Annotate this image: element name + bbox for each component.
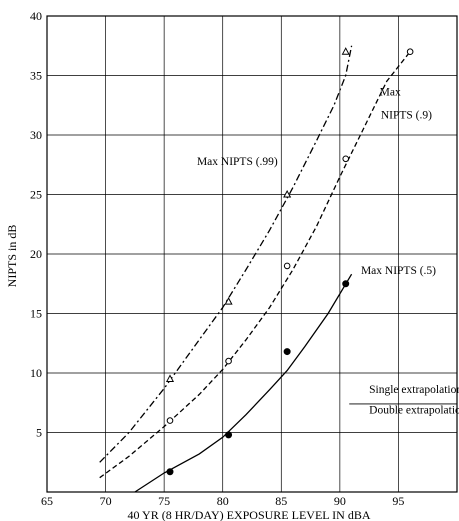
y-axis-title: NIPTS in dB (5, 225, 19, 288)
y-tick-label: 10 (30, 366, 42, 380)
series-line (99, 51, 411, 479)
annotation-label: Max (380, 87, 401, 99)
data-point (342, 280, 350, 288)
annotation-label: Double extrapolation (369, 404, 459, 416)
data-point (225, 357, 232, 365)
data-point (166, 417, 174, 424)
y-tick-label: 15 (30, 307, 42, 321)
data-point (406, 48, 414, 56)
x-tick-label: 90 (334, 494, 346, 508)
y-tick-label: 25 (30, 188, 42, 202)
data-point (283, 262, 291, 270)
series-line (99, 45, 353, 463)
annotation-label: NIPTS (.9) (381, 109, 432, 121)
series-line (134, 273, 353, 493)
y-tick-label: 20 (30, 247, 42, 261)
data-point (283, 348, 291, 356)
plot-frame (46, 15, 458, 493)
tick-labels: 65 70 75 80 85 90 95 5 10 15 20 25 30 35 40 (30, 9, 404, 508)
data-point (341, 47, 350, 55)
data-point (283, 189, 292, 198)
y-tick-label: 5 (36, 426, 42, 440)
x-tick-label: 80 (217, 494, 229, 508)
x-tick-label: 85 (275, 494, 287, 508)
data-point (166, 468, 174, 476)
series-curves (99, 45, 411, 493)
data-point (165, 374, 175, 382)
x-tick-label: 75 (158, 494, 170, 508)
data-point (224, 297, 233, 305)
annotation-label: Max NIPTS (.99) (197, 156, 278, 168)
annotation-label: Single extrapolation (369, 384, 459, 396)
x-tick-label: 95 (392, 494, 404, 508)
x-axis-title: 40 YR (8 HR/DAY) EXPOSURE LEVEL IN dBA (128, 508, 371, 521)
data-point (342, 155, 350, 163)
annotation-label: Max NIPTS (.5) (361, 265, 436, 277)
x-tick-label: 70 (100, 494, 112, 508)
x-tick-label: 65 (41, 494, 53, 508)
grid (47, 16, 457, 492)
y-tick-label: 40 (30, 9, 42, 23)
y-tick-label: 35 (30, 69, 42, 83)
annotations: Max NIPTS (.99) Max NIPTS (.9) Max NIPTS (.… (197, 87, 459, 417)
series-markers (165, 47, 414, 476)
data-point (225, 431, 233, 439)
y-tick-label: 30 (30, 128, 42, 142)
